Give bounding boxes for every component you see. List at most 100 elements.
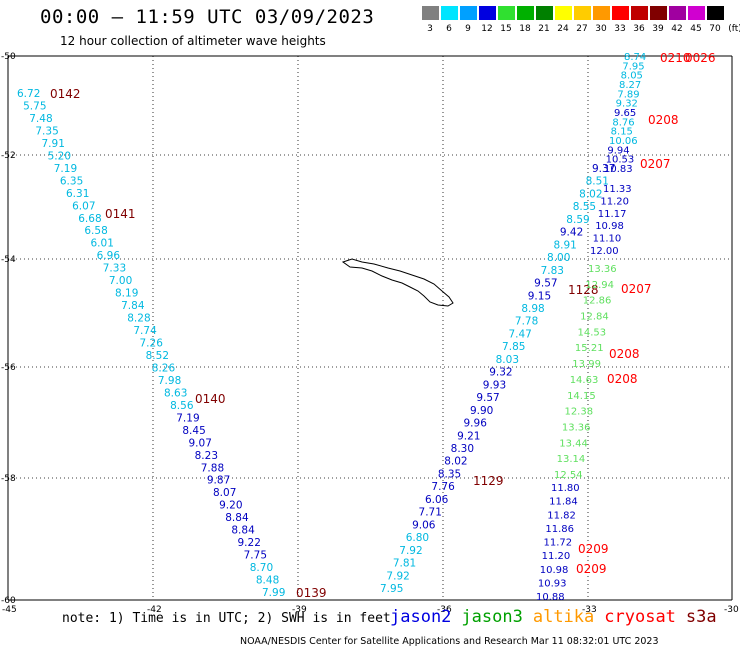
wave-height-value: 9.93 <box>483 379 506 391</box>
legend-label: 39 <box>652 24 664 34</box>
wave-height-value: 9.90 <box>470 405 493 417</box>
wave-height-value: 5.75 <box>23 100 46 112</box>
legend-swatch <box>593 6 610 20</box>
wave-height-value: 15.21 <box>575 343 604 354</box>
wave-height-value: 8.55 <box>573 201 596 213</box>
wave-height-value: 9.32 <box>489 367 512 379</box>
wave-height-value: 11.33 <box>603 184 632 195</box>
wave-height-value: 13.36 <box>562 422 591 433</box>
wave-height-value: 9.94 <box>607 145 629 156</box>
wave-height-value: 7.71 <box>419 507 442 519</box>
wave-height-value: 12.94 <box>585 280 614 291</box>
wave-height-value: 9.57 <box>476 392 499 404</box>
wave-height-value: 7.95 <box>380 583 403 595</box>
wave-height-value: 8.23 <box>195 450 218 462</box>
wave-height-value: 8.76 <box>612 117 634 128</box>
wave-height-value: 8.84 <box>225 512 249 524</box>
wave-height-value: 8.00 <box>547 252 570 264</box>
wave-height-value: 12.84 <box>580 312 609 323</box>
legend-label: 18 <box>519 24 531 34</box>
satellite-label-cryosat: cryosat <box>604 607 676 627</box>
wave-height-value: 8.63 <box>164 387 187 399</box>
wave-height-value: 11.86 <box>545 524 574 535</box>
legend-label: 70 <box>709 24 721 34</box>
wave-height-value: 12.54 <box>554 470 583 481</box>
wave-height-value: 5.20 <box>48 150 71 162</box>
legend-swatch <box>422 6 439 20</box>
wave-height-value: 7.75 <box>244 550 267 562</box>
wave-height-value: 9.22 <box>238 537 261 549</box>
longitude-label: -42 <box>147 605 162 615</box>
track-time-label: 0208 <box>609 347 640 361</box>
wave-height-value: 11.80 <box>551 483 580 494</box>
track-time-label: 0210 <box>660 51 691 65</box>
wave-height-value: 9.06 <box>412 519 436 531</box>
wave-height-value: 8.91 <box>553 239 576 251</box>
wave-height-value: 11.72 <box>544 538 573 549</box>
longitude-label: -45 <box>2 605 17 615</box>
wave-height-value: 8.52 <box>146 350 169 362</box>
wave-height-value: 7.98 <box>158 375 181 387</box>
wave-height-value: 6.72 <box>17 88 40 100</box>
legend-label: 15 <box>500 24 512 34</box>
legend-label: 12 <box>481 24 493 34</box>
track-time-label: 0209 <box>578 542 609 556</box>
wave-height-value: 13.44 <box>559 438 588 449</box>
wave-height-value: 7.88 <box>201 462 224 474</box>
wave-height-value: 12.38 <box>564 407 593 418</box>
legend-swatch <box>441 6 458 20</box>
legend-swatch <box>631 6 648 20</box>
wave-height-value: 9.07 <box>189 437 212 449</box>
wave-height-value: 7.76 <box>431 481 455 493</box>
wave-height-value: 11.10 <box>593 234 622 245</box>
legend-swatch <box>574 6 591 20</box>
wave-height-value: 10.83 <box>604 164 633 175</box>
legend-label: 24 <box>557 24 569 34</box>
longitude-label: -30 <box>724 605 739 615</box>
legend-swatch <box>669 6 686 20</box>
legend-swatch <box>612 6 629 20</box>
wave-height-value: 10.98 <box>595 221 624 232</box>
wave-height-value: 8.05 <box>621 71 643 82</box>
longitude-label: -33 <box>582 605 597 615</box>
legend-swatch <box>479 6 496 20</box>
wave-height-value: 7.92 <box>386 570 409 582</box>
wave-height-value: 7.83 <box>541 265 564 277</box>
legend-label: 42 <box>671 24 683 34</box>
wave-height-value: 7.48 <box>29 113 52 125</box>
wave-height-value: 10.06 <box>609 136 638 147</box>
legend-label: 27 <box>576 24 588 34</box>
wave-height-value: 8.26 <box>152 362 176 374</box>
legend-swatch <box>517 6 534 20</box>
wave-height-value: 6.68 <box>78 213 101 225</box>
satellite-label-s3a: s3a <box>685 607 717 627</box>
track-time-label: 0209 <box>576 562 607 576</box>
wave-height-value: 6.31 <box>66 188 89 200</box>
wave-height-value: 8.59 <box>566 214 589 226</box>
wave-height-value: 6.80 <box>406 532 429 544</box>
latitude-label: -54 <box>1 255 16 265</box>
wave-height-value: 8.48 <box>256 575 279 587</box>
wave-height-value: 12.00 <box>590 246 619 257</box>
legend-label: 33 <box>614 24 626 34</box>
legend-swatch <box>498 6 515 20</box>
wave-height-value: 11.20 <box>542 551 571 562</box>
latitude-label: -50 <box>1 52 16 62</box>
wave-height-value: 7.95 <box>622 61 644 72</box>
wave-height-value: 7.47 <box>508 328 531 340</box>
wave-height-value: 8.35 <box>438 468 461 480</box>
wave-height-value: 7.92 <box>399 545 422 557</box>
wave-height-value: 9.37 <box>592 163 615 175</box>
wave-height-value: 14.63 <box>570 375 599 386</box>
wave-height-value: 6.35 <box>60 175 83 187</box>
wave-height-value: 7.00 <box>109 275 132 287</box>
wave-height-value: 10.98 <box>540 565 569 576</box>
track-time-label: 1129 <box>473 474 504 488</box>
wave-height-value: 10.53 <box>606 155 635 166</box>
wave-height-value: 7.91 <box>42 138 65 150</box>
wave-height-value: 8.02 <box>579 188 602 200</box>
legend-swatch <box>555 6 572 20</box>
legend-label: 21 <box>538 24 550 34</box>
wave-height-value: 7.26 <box>140 338 164 350</box>
